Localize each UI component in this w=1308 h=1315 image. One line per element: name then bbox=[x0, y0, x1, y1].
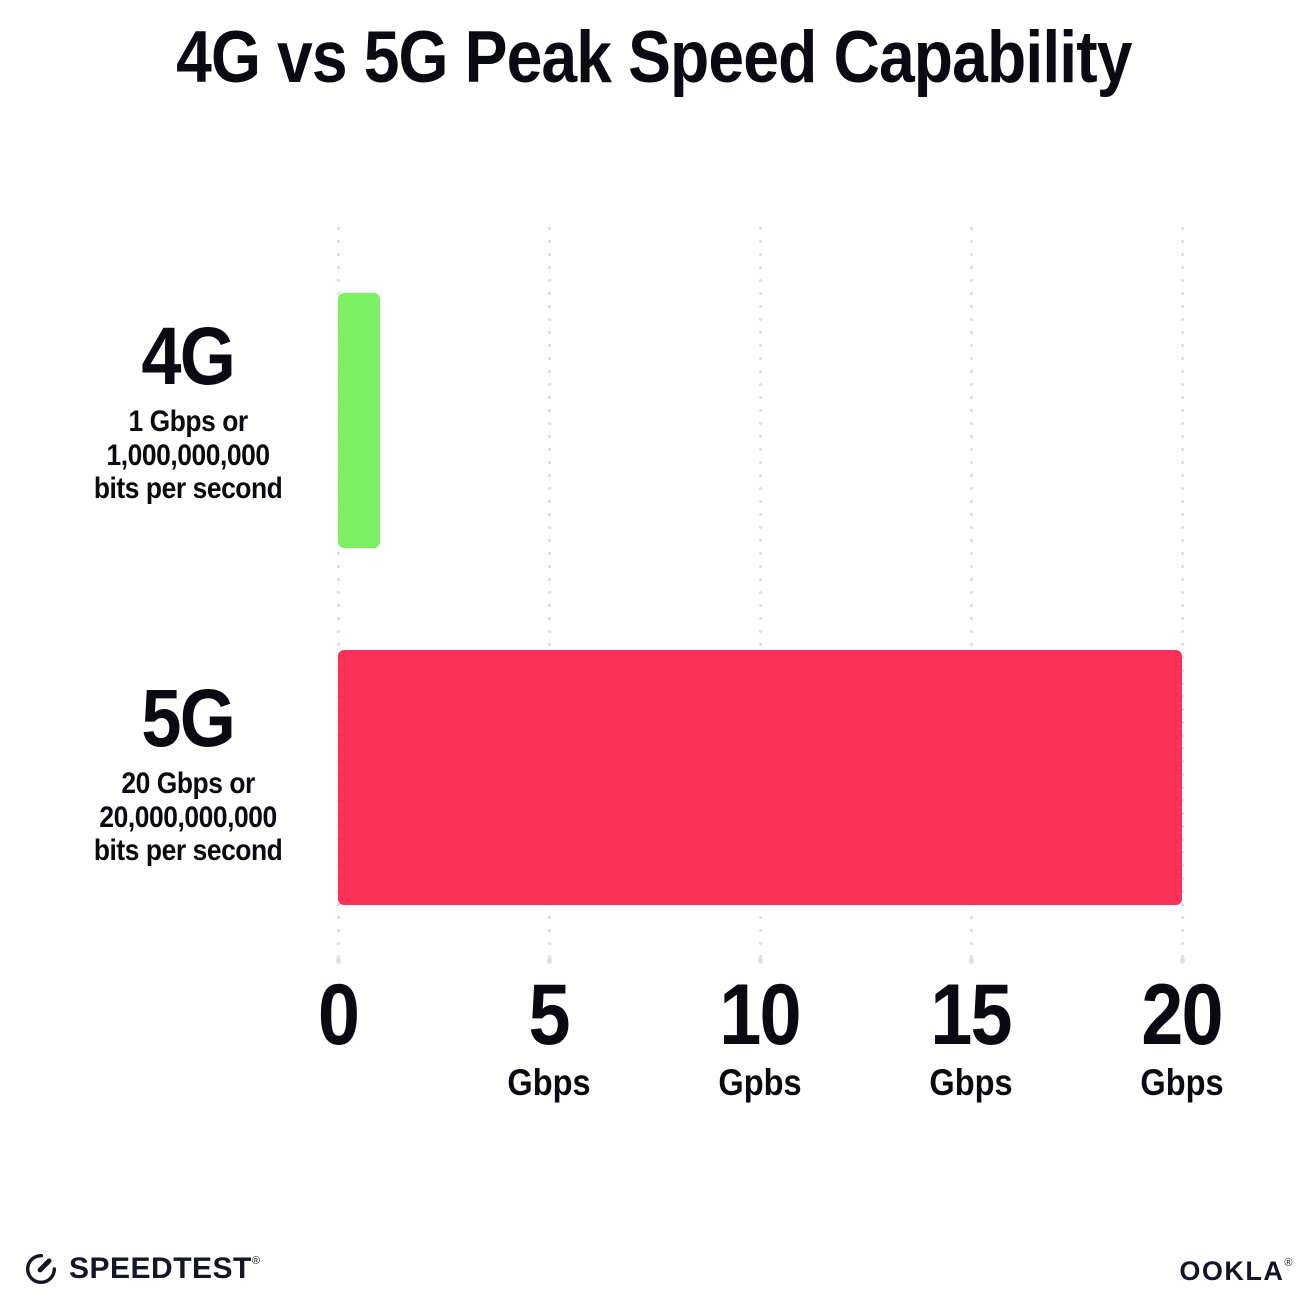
speedtest-trademark: ® bbox=[251, 1255, 261, 1267]
x-tick-20-value: 20 bbox=[1141, 967, 1224, 1063]
row-label-4g: 4G 1 Gbps or 1,000,000,000 bits per seco… bbox=[48, 316, 328, 506]
x-tick-5: 5 Gbps bbox=[502, 972, 597, 1101]
ookla-wordmark: OOKLA bbox=[1179, 1256, 1285, 1286]
x-tick-20-unit: Gbps bbox=[1140, 1062, 1224, 1103]
page-title-text: 4G vs 5G Peak Speed Capability bbox=[176, 17, 1132, 98]
x-tick-10-unit: Gpbs bbox=[718, 1062, 802, 1103]
page-title: 4G vs 5G Peak Speed Capability bbox=[0, 17, 1308, 98]
x-tick-10: 10 Gpbs bbox=[713, 972, 808, 1101]
x-tick-15-value: 15 bbox=[930, 967, 1013, 1063]
x-tick-10-value: 10 bbox=[719, 967, 802, 1063]
gridline-0 bbox=[335, 222, 341, 964]
speedtest-gauge-icon bbox=[22, 1250, 60, 1288]
bar-4g bbox=[338, 293, 381, 548]
chart-plot-area bbox=[335, 222, 1185, 964]
gridline-5 bbox=[546, 222, 552, 964]
bar-5g bbox=[338, 650, 1182, 905]
sublabel-5g-line1: 20 Gbps or bbox=[121, 767, 255, 800]
sublabel-4g-line2: 1,000,000,000 bbox=[106, 438, 270, 472]
speedtest-logo: SPEEDTEST® bbox=[22, 1250, 260, 1288]
gridline-10 bbox=[757, 222, 763, 964]
sublabel-4g-line3: bits per second bbox=[93, 472, 283, 506]
sublabel-4g-line1: 1 Gbps or bbox=[128, 405, 248, 438]
x-tick-5-value: 5 bbox=[528, 967, 571, 1063]
sublabel-5g-line2: 20,000,000,000 bbox=[99, 800, 277, 834]
x-tick-0: 0 bbox=[315, 972, 361, 1101]
x-tick-15: 15 Gbps bbox=[924, 972, 1019, 1101]
row-label-5g: 5G 20 Gbps or 20,000,000,000 bits per se… bbox=[48, 678, 328, 868]
category-sublabel-4g: 1 Gbps or 1,000,000,000 bits per second bbox=[48, 405, 328, 506]
x-tick-15-unit: Gbps bbox=[929, 1062, 1013, 1103]
category-label-4g: 4G bbox=[141, 311, 237, 402]
category-sublabel-5g: 20 Gbps or 20,000,000,000 bits per secon… bbox=[48, 767, 328, 868]
x-tick-5-unit: Gbps bbox=[507, 1062, 591, 1103]
gridline-15 bbox=[968, 222, 974, 964]
x-axis: 0 5 Gbps 10 Gpbs 15 Gbps 20 Gbps bbox=[318, 972, 1224, 1112]
ookla-trademark: ® bbox=[1284, 1257, 1294, 1269]
x-tick-0-value: 0 bbox=[317, 967, 360, 1063]
sublabel-5g-line3: bits per second bbox=[93, 834, 283, 868]
speedtest-wordmark: SPEEDTEST® bbox=[69, 1252, 261, 1285]
gridline-20 bbox=[1179, 222, 1185, 964]
x-tick-20: 20 Gbps bbox=[1135, 972, 1230, 1101]
category-label-5g: 5G bbox=[141, 673, 237, 764]
ookla-logo: OOKLA® bbox=[1179, 1256, 1294, 1287]
